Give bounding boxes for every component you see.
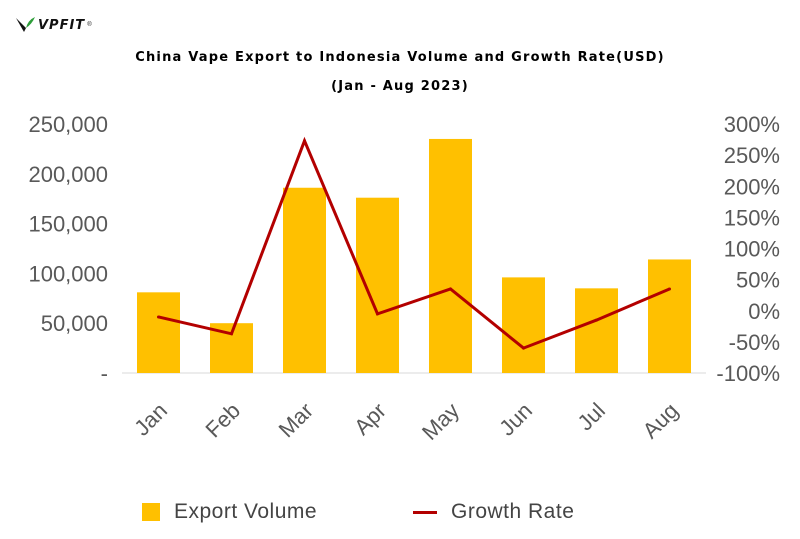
growth-point-jun [522,346,525,350]
y-right-tick-label: -100% [716,361,780,386]
growth-point-may [449,287,452,291]
growth-point-jul [595,318,598,322]
y-right-tick-label: 150% [724,205,780,230]
growth-rate-line [158,136,671,350]
x-tick-label-may: May [417,398,464,445]
bar-jan [137,292,180,373]
bar-aug [648,259,691,373]
y-left-tick-label: 100,000 [28,261,108,286]
logo-registered-mark: ® [87,22,92,28]
legend-item-export-volume: Export Volume [142,500,317,524]
legend-label-growth-rate: Growth Rate [451,500,575,523]
growth-point-mar [303,139,306,143]
brand-logo: VPFIT ® [14,14,92,36]
growth-point-jan [157,315,160,319]
x-tick-label-jun: Jun [494,398,537,441]
y-right-tick-label: 0% [748,299,780,324]
legend-item-growth-rate: Growth Rate [413,500,574,524]
y-left-tick-label: 50,000 [41,311,108,336]
y-right-tick-label: 300% [724,112,780,137]
y-right-tick-label: 50% [736,268,780,293]
x-tick-label-mar: Mar [274,398,318,442]
legend-label-export-volume: Export Volume [174,500,318,523]
y-left-tick-label: 150,000 [28,212,108,237]
growth-point-aug [668,287,671,291]
x-tick-label-jul: Jul [572,398,610,436]
x-tick-label-jan: Jan [129,398,172,441]
chart-legend: Export Volume Growth Rate [0,500,800,528]
chart-subtitle: (Jan - Aug 2023) [331,79,469,94]
x-tick-label-aug: Aug [638,398,683,443]
y-right-tick-label: 200% [724,174,780,199]
y-right-tick-label: 250% [724,143,780,168]
chart-title: China Vape Export to Indonesia Volume an… [135,50,665,65]
y-left-tick-label: 250,000 [28,112,108,137]
y-right-tick-label: 100% [724,237,780,262]
bar-may [429,138,472,373]
leaf-icon [16,17,35,32]
growth-point-feb [230,332,233,336]
x-tick-label-feb: Feb [201,398,245,442]
bar-jun [502,277,545,373]
y-right-tick-label: -50% [729,330,780,355]
bar-apr [356,197,399,373]
y-left-tick-label: 200,000 [28,162,108,187]
x-tick-label-apr: Apr [349,398,391,440]
bar-mar [283,187,326,373]
legend-swatch-line [413,510,437,514]
growth-point-apr [376,312,379,316]
y-left-tick-label: - [101,361,108,386]
bar-jul [575,288,618,373]
legend-swatch-bar [142,503,160,521]
logo-text: VPFIT [38,17,86,33]
